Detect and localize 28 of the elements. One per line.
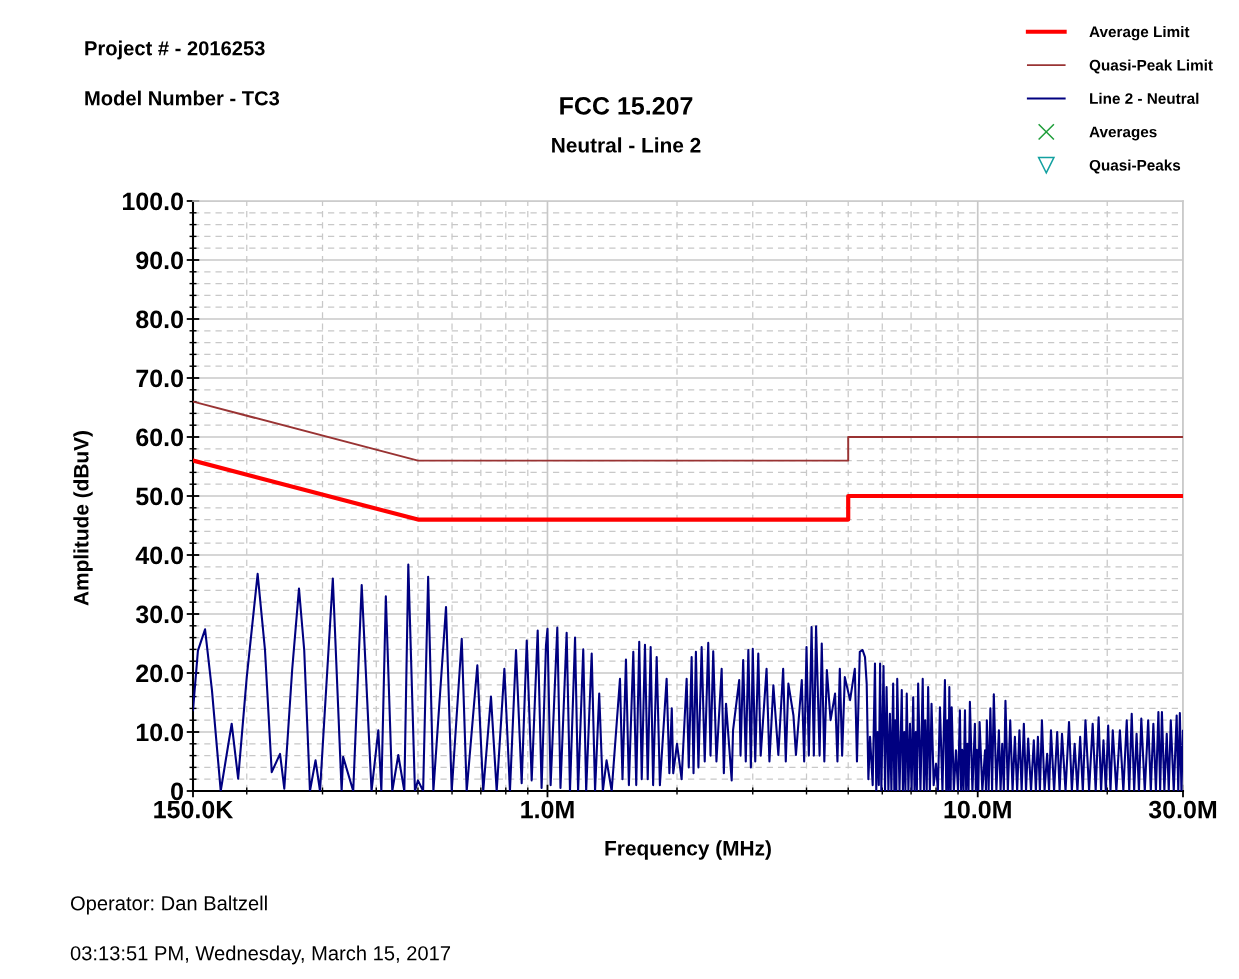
chart-title: FCC 15.207 <box>560 97 693 115</box>
legend-label: Quasi-Peak Limit <box>1089 59 1213 74</box>
y-tick-label: 60.0 <box>136 428 183 447</box>
chart-subtitle: Neutral - Line 2 <box>552 137 701 153</box>
y-tick-label: 70.0 <box>136 369 183 388</box>
x-tick-label: 1.0M <box>521 800 574 819</box>
text: Model Number - TC3 <box>85 90 280 106</box>
y-tick-label: 20.0 <box>136 664 183 683</box>
text: Project # - 2016253 <box>85 40 265 60</box>
x-tick-label: 30.0M <box>1148 800 1217 819</box>
y-tick-label: 80.0 <box>136 310 183 329</box>
y-tick-label: 10.0 <box>136 723 183 742</box>
y-tick-label: 50.0 <box>136 487 183 506</box>
y-tick-label: 100.0 <box>122 192 183 211</box>
y-axis-title: Amplitude (dBuV) <box>73 431 93 606</box>
y-tick-label: 90.0 <box>136 251 183 270</box>
text: Operator: Dan Baltzell <box>70 895 267 915</box>
y-tick-label: 30.0 <box>135 605 183 624</box>
legend-label: Average Limit <box>1089 26 1190 41</box>
legend-label: Line 2 - Neutral <box>1090 92 1199 104</box>
x-axis-title: Frequency (MHz) <box>605 840 771 860</box>
legend-label: Quasi-Peaks <box>1089 159 1181 174</box>
text: 03:13:51 PM, Wednesday, March 15, 2017 <box>70 945 451 965</box>
legend-label: Averages <box>1089 126 1157 141</box>
y-tick-label: 40.0 <box>135 546 183 565</box>
y-tick-label: 0 <box>171 782 183 801</box>
x-tick-label: 150.0K <box>154 800 234 819</box>
x-tick-label: 10.0M <box>944 800 1011 819</box>
